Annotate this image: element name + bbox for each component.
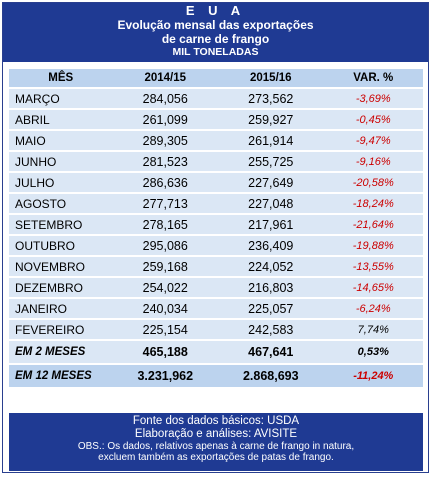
total-2-months-row: EM 2 MESES 465,188 467,641 0,53% — [9, 341, 423, 363]
table-header: E U A Evolução mensal das exportações de… — [3, 3, 428, 62]
table-row: JULHO 286,636 227,649 -20,58% — [9, 173, 423, 192]
total12-var: -11,24% — [323, 365, 423, 387]
year2-cell: 224,052 — [218, 257, 324, 276]
month-cell: SETEMBRO — [9, 215, 113, 234]
table-footer: Fonte dos dados básicos: USDA Elaboração… — [9, 413, 423, 471]
year2-cell: 261,914 — [218, 131, 324, 150]
var-cell: -14,65% — [323, 278, 423, 297]
var-cell: -9,16% — [323, 152, 423, 171]
year2-cell: 273,562 — [218, 89, 324, 108]
var-cell: 7,74% — [323, 320, 423, 339]
month-cell: NOVEMBRO — [9, 257, 113, 276]
year1-cell: 278,165 — [112, 215, 219, 234]
year1-cell: 259,168 — [112, 257, 219, 276]
year2-cell: 225,057 — [218, 299, 324, 318]
year1-cell: 286,636 — [112, 173, 219, 192]
table-row: JUNHO 281,523 255,725 -9,16% — [9, 152, 423, 171]
subtitle-line2: de carne de frango — [161, 32, 270, 46]
var-cell: -9,47% — [323, 131, 423, 150]
column-header-row: MÊS 2014/15 2015/16 VAR. % — [9, 69, 423, 87]
total12-label: EM 12 MESES — [9, 365, 113, 387]
table-row: MAIO 289,305 261,914 -9,47% — [9, 131, 423, 150]
exports-table: MÊS 2014/15 2015/16 VAR. % MARÇO 284,056 2… — [9, 67, 423, 389]
month-cell: JUNHO — [9, 152, 113, 171]
year1-cell: 254,022 — [112, 278, 219, 297]
col-var: VAR. % — [323, 69, 423, 87]
year2-cell: 227,649 — [218, 173, 324, 192]
year2-cell: 236,409 — [218, 236, 324, 255]
source-note: Fonte dos dados básicos: USDA — [132, 415, 300, 427]
year2-cell: 227,048 — [218, 194, 324, 213]
table-row: ABRIL 261,099 259,927 -0,45% — [9, 110, 423, 129]
var-cell: -20,58% — [323, 173, 423, 192]
elaboration-note: Elaboração e análises: AVISITE — [134, 428, 298, 440]
var-cell: -6,24% — [323, 299, 423, 318]
table-row: SETEMBRO 278,165 217,961 -21,64% — [9, 215, 423, 234]
obs-note-line2: excluem também as exportações de patas d… — [98, 452, 334, 463]
country-title: E U A — [185, 3, 246, 18]
total-12-months-row: EM 12 MESES 3.231,962 2.868,693 -11,24% — [9, 365, 423, 387]
month-cell: MARÇO — [9, 89, 113, 108]
year2-cell: 255,725 — [218, 152, 324, 171]
table-row: MARÇO 284,056 273,562 -3,69% — [9, 89, 423, 108]
table-row: DEZEMBRO 254,022 216,803 -14,65% — [9, 278, 423, 297]
year2-cell: 242,583 — [218, 320, 324, 339]
var-cell: -3,69% — [323, 89, 423, 108]
export-table-card: E U A Evolução mensal das exportações de… — [2, 2, 429, 473]
year1-cell: 277,713 — [112, 194, 219, 213]
col-month: MÊS — [9, 69, 113, 87]
year1-cell: 240,034 — [112, 299, 219, 318]
month-cell: AGOSTO — [9, 194, 113, 213]
year1-cell: 284,056 — [112, 89, 219, 108]
month-cell: OUTUBRO — [9, 236, 113, 255]
total12-year1: 3.231,962 — [112, 365, 219, 387]
month-cell: FEVEREIRO — [9, 320, 113, 339]
table-row: OUTUBRO 295,086 236,409 -19,88% — [9, 236, 423, 255]
year2-cell: 217,961 — [218, 215, 324, 234]
obs-note-line1: OBS.: Os dados, relativos apenas à carne… — [77, 441, 355, 452]
year1-cell: 295,086 — [112, 236, 219, 255]
year1-cell: 289,305 — [112, 131, 219, 150]
year2-cell: 259,927 — [218, 110, 324, 129]
var-cell: -19,88% — [323, 236, 423, 255]
var-cell: -0,45% — [323, 110, 423, 129]
col-year1: 2014/15 — [112, 69, 219, 87]
var-cell: -18,24% — [323, 194, 423, 213]
var-cell: -13,55% — [323, 257, 423, 276]
unit-label: MIL TONELADAS — [172, 46, 259, 58]
table-body: MARÇO 284,056 273,562 -3,69% ABRIL 261,099 259… — [9, 89, 423, 387]
col-year2: 2015/16 — [218, 69, 324, 87]
month-cell: DEZEMBRO — [9, 278, 113, 297]
total2-label: EM 2 MESES — [9, 341, 113, 363]
month-cell: MAIO — [9, 131, 113, 150]
year2-cell: 216,803 — [218, 278, 324, 297]
total2-year2: 467,641 — [218, 341, 324, 363]
month-cell: ABRIL — [9, 110, 113, 129]
table-row: FEVEREIRO 225,154 242,583 7,74% — [9, 320, 423, 339]
total12-year2: 2.868,693 — [218, 365, 324, 387]
total2-var: 0,53% — [323, 341, 423, 363]
table-row: AGOSTO 277,713 227,048 -18,24% — [9, 194, 423, 213]
month-cell: JULHO — [9, 173, 113, 192]
var-cell: -21,64% — [323, 215, 423, 234]
total2-year1: 465,188 — [112, 341, 219, 363]
subtitle-line1: Evolução mensal das exportações — [117, 18, 314, 32]
table-row: JANEIRO 240,034 225,057 -6,24% — [9, 299, 423, 318]
year1-cell: 225,154 — [112, 320, 219, 339]
year1-cell: 281,523 — [112, 152, 219, 171]
table-row: NOVEMBRO 259,168 224,052 -13,55% — [9, 257, 423, 276]
year1-cell: 261,099 — [112, 110, 219, 129]
month-cell: JANEIRO — [9, 299, 113, 318]
